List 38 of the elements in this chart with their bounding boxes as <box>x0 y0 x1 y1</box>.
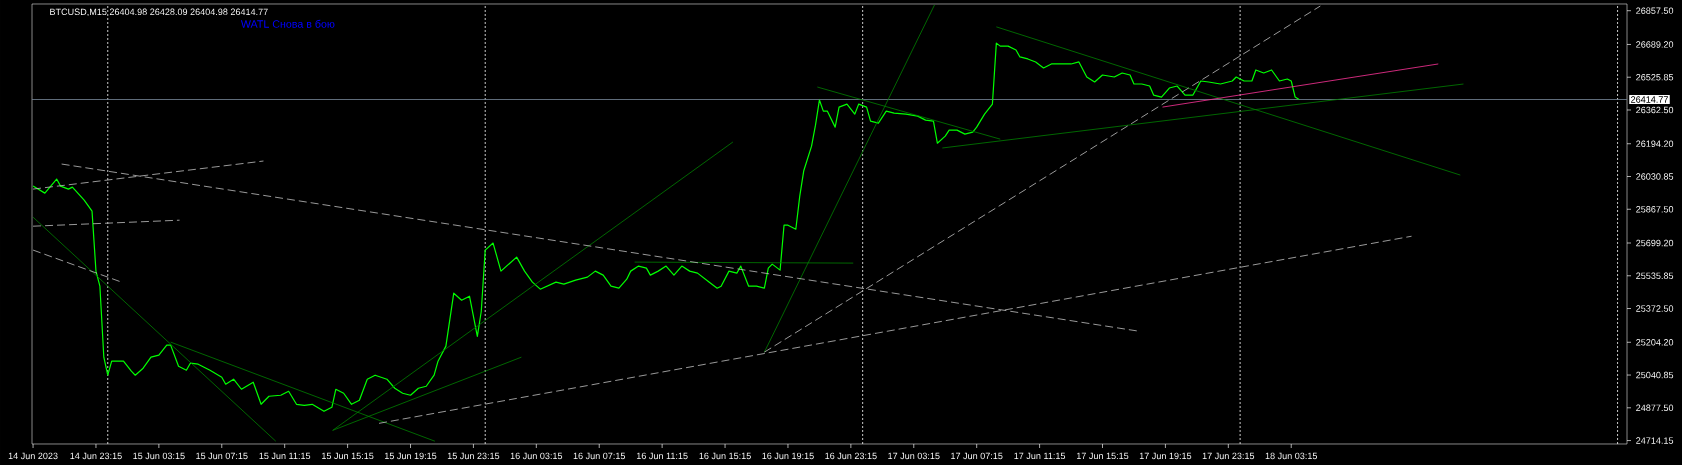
y-tick-label: 24714.15 <box>1636 437 1674 444</box>
y-tick-label: 25867.50 <box>1636 206 1674 213</box>
y-tick-label: 26857.50 <box>1636 7 1674 14</box>
y-tick-label: 25535.85 <box>1636 272 1674 279</box>
y-tick-label: 25372.50 <box>1636 305 1674 312</box>
chart-title: BTCUSD,M15 26404.98 26428.09 26404.98 26414.77 <box>50 8 268 17</box>
x-tick-label: 16 Jun 19:15 <box>762 452 814 460</box>
x-tick-label: 15 Jun 07:15 <box>196 452 248 460</box>
y-tick-label: 26194.20 <box>1636 140 1674 147</box>
y-tick-label: 26525.85 <box>1636 74 1674 81</box>
x-tick-label: 17 Jun 19:15 <box>1139 452 1192 460</box>
x-tick-label: 17 Jun 03:15 <box>888 452 940 460</box>
y-tick-label: 26689.20 <box>1636 41 1674 48</box>
x-tick-label: 15 Jun 11:15 <box>259 452 311 460</box>
x-tick-label: 17 Jun 11:15 <box>1014 452 1066 460</box>
x-tick-label: 15 Jun 23:15 <box>447 452 500 460</box>
x-tick-label: 16 Jun 23:15 <box>825 452 877 460</box>
x-tick-label: 17 Jun 07:15 <box>951 452 1003 460</box>
x-tick-label: 17 Jun 23:15 <box>1202 452 1255 460</box>
x-tick-label: 18 Jun 03:15 <box>1265 452 1318 460</box>
x-tick-label: 16 Jun 03:15 <box>510 452 563 460</box>
y-tick-label: 25204.20 <box>1636 339 1674 346</box>
x-tick-label: 15 Jun 03:15 <box>133 452 185 460</box>
x-tick-label: 16 Jun 07:15 <box>573 452 626 460</box>
x-tick-label: 14 Jun 2023 <box>8 452 58 460</box>
x-tick-label: 17 Jun 15:15 <box>1076 452 1129 460</box>
y-tick-label: 26030.85 <box>1636 173 1674 180</box>
x-tick-label: 15 Jun 19:15 <box>384 452 437 460</box>
x-tick-label: 15 Jun 15:15 <box>322 452 374 460</box>
y-tick-label: 25699.20 <box>1636 239 1674 247</box>
x-tick-label: 16 Jun 11:15 <box>636 452 688 460</box>
y-tick-label: 26362.50 <box>1636 106 1674 114</box>
y-tick-label: 25040.85 <box>1636 371 1674 379</box>
annotation: WATL Снова в бою <box>240 19 335 28</box>
x-tick-label: 14 Jun 23:15 <box>70 452 122 460</box>
x-tick-label: 16 Jun 15:15 <box>699 452 751 460</box>
y-tick-label: 24877.50 <box>1636 404 1674 412</box>
ref-line-label: 26414.77 <box>1631 96 1668 103</box>
